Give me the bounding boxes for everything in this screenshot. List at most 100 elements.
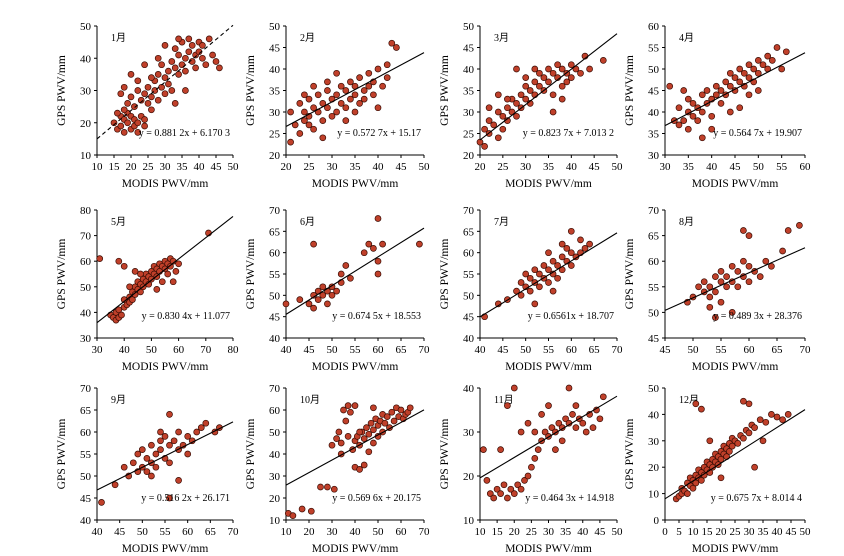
- x-tick-label: 30: [327, 161, 339, 173]
- data-point: [510, 490, 518, 497]
- y-tick-label: 50: [648, 64, 660, 76]
- data-point: [536, 69, 543, 77]
- data-point: [175, 260, 182, 268]
- data-point: [494, 134, 502, 142]
- y-tick-label: 60: [648, 21, 660, 33]
- data-point: [494, 108, 502, 116]
- data-point: [154, 54, 162, 62]
- data-point: [726, 82, 734, 90]
- data-point: [589, 424, 597, 431]
- x-tick-label: 20: [126, 161, 138, 173]
- x-tick-label: 40: [706, 161, 718, 173]
- data-point: [175, 71, 182, 78]
- data-point: [153, 286, 161, 293]
- data-point: [734, 268, 742, 275]
- scatter-panel-2: 20 25 30 35 40 45 50 20 25 30 35 40 45 50 MODIS PWV/mm…: [245, 21, 430, 190]
- data-point: [567, 74, 575, 81]
- data-point: [745, 278, 753, 286]
- x-tick-label: 70: [800, 344, 812, 356]
- data-point: [736, 78, 744, 86]
- data-point: [706, 303, 714, 311]
- regression-equation: y = 0.881 2x + 6.170 3: [139, 128, 230, 139]
- y-tick-label: 25: [269, 129, 281, 141]
- x-tick-label: 30: [543, 526, 555, 538]
- data-point: [157, 428, 164, 436]
- data-point: [480, 446, 487, 453]
- y-tick-label: 10: [269, 515, 281, 527]
- data-point: [115, 306, 123, 314]
- x-tick-label: 45: [497, 344, 509, 356]
- data-point: [143, 468, 151, 475]
- data-point: [333, 287, 340, 295]
- y-tick-label: 40: [80, 307, 92, 319]
- y-tick-label: 20: [463, 471, 475, 483]
- data-point: [134, 129, 142, 136]
- data-point: [319, 283, 327, 291]
- data-point: [124, 119, 131, 127]
- data-point: [310, 125, 317, 133]
- data-point: [567, 61, 575, 69]
- data-point: [497, 490, 504, 497]
- y-tick-label: 50: [80, 471, 92, 483]
- regression-line: [285, 227, 425, 315]
- data-point: [773, 44, 781, 51]
- data-point: [504, 494, 511, 502]
- y-tick-label: 40: [463, 64, 475, 76]
- data-point: [347, 274, 354, 282]
- regression-equation: y = 0.489 3x + 28.376: [713, 311, 802, 322]
- x-tick-label: 40: [577, 526, 589, 538]
- x-tick-label: 50: [800, 526, 812, 538]
- data-point: [708, 125, 716, 133]
- y-tick-label: 10: [463, 515, 475, 527]
- data-point: [342, 87, 350, 94]
- data-point: [164, 270, 172, 278]
- x-axis-title: MODIS PWV/mm: [692, 543, 779, 555]
- data-point: [166, 494, 173, 502]
- data-point: [134, 77, 142, 85]
- y-tick-label: 60: [269, 248, 281, 260]
- y-tick-label: 45: [463, 312, 475, 324]
- x-tick-label: 50: [688, 344, 700, 356]
- x-tick-label: 30: [744, 526, 756, 538]
- data-point: [567, 249, 575, 257]
- y-tick-label: 20: [463, 150, 475, 162]
- data-point: [137, 270, 144, 278]
- month-label: 7月: [494, 216, 509, 228]
- regression-line: [96, 421, 234, 491]
- x-tick-label: 40: [350, 526, 362, 538]
- x-tick-label: 50: [228, 161, 240, 173]
- data-point: [531, 65, 539, 73]
- data-point: [740, 257, 747, 265]
- data-point: [110, 119, 118, 127]
- y-tick-label: 45: [269, 43, 281, 55]
- scatter-panel-3: 20 25 30 35 40 45 50 20 25 30 35 40 45 50 MODIS PWV/mm…: [439, 21, 623, 190]
- data-point: [148, 472, 155, 480]
- data-point: [307, 507, 315, 515]
- data-point: [692, 479, 700, 487]
- x-axis-title: MODIS PWV/mm: [312, 543, 399, 555]
- y-axis-title: GPS PWV/mm: [624, 239, 636, 310]
- data-point: [367, 419, 375, 427]
- data-point: [154, 71, 162, 78]
- data-point: [712, 91, 720, 99]
- data-point: [734, 283, 742, 291]
- data-point: [374, 65, 382, 73]
- data-point: [700, 278, 708, 286]
- y-tick-label: 50: [269, 21, 281, 33]
- data-point: [347, 78, 354, 86]
- x-axis-title: MODIS PWV/mm: [505, 543, 592, 555]
- data-point: [347, 408, 354, 416]
- regression-line: [664, 52, 806, 127]
- data-point: [374, 257, 382, 265]
- data-point: [722, 78, 730, 86]
- data-point: [289, 512, 297, 519]
- y-tick-label: 40: [80, 515, 92, 527]
- x-tick-label: 50: [373, 526, 385, 538]
- data-point: [287, 138, 294, 146]
- data-point: [374, 104, 382, 112]
- scatter-panel-5: 30 40 50 60 70 80 30 40 50 60 70 80 MODIS PWV/mm GPS …: [56, 205, 239, 373]
- data-point: [131, 268, 139, 275]
- data-point: [558, 253, 566, 261]
- data-point: [549, 108, 557, 116]
- month-label: 11月: [494, 394, 514, 406]
